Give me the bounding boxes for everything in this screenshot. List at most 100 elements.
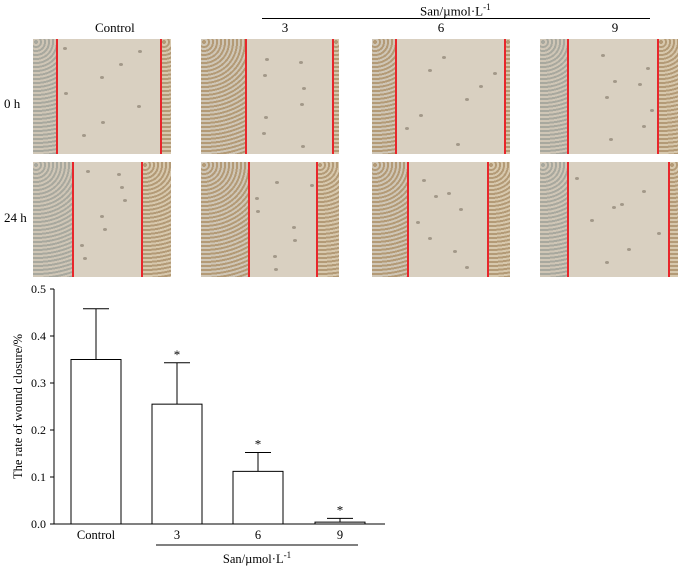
wound-gap (408, 162, 488, 277)
wound-edge-line (407, 162, 409, 277)
micrograph-panel (201, 39, 339, 154)
migrated-cell (605, 96, 609, 99)
y-tick-label: 0.1 (31, 470, 46, 484)
micrograph-panel (201, 162, 339, 277)
migrated-cell (100, 215, 104, 218)
wound-edge-line (332, 39, 334, 154)
wound-edge-line (72, 162, 74, 277)
san-header-text: San/µmol·L (420, 3, 484, 19)
migrated-cell (137, 105, 141, 108)
migrated-cell (465, 266, 469, 269)
migrated-cell (453, 250, 457, 253)
wound-gap (396, 39, 505, 154)
cell-layer-right (333, 39, 339, 154)
migrated-cell (657, 232, 661, 235)
y-tick-label: 0.3 (31, 376, 46, 390)
control-column-label: Control (95, 20, 135, 35)
migrated-cell (264, 116, 268, 119)
y-axis-label: The rate of wound closure/% (11, 334, 25, 479)
migrated-cell (80, 244, 84, 247)
migrated-cell (447, 192, 451, 195)
migrated-cell (310, 184, 314, 187)
migrated-cell (650, 109, 654, 112)
migrated-cell (419, 114, 423, 117)
migrated-cell (428, 237, 432, 240)
row-label-0h: 0 h (4, 96, 21, 111)
wound-edge-line (316, 162, 318, 277)
migrated-cell (575, 177, 579, 180)
migrated-cell (422, 179, 426, 182)
wound-gap (57, 39, 161, 154)
migrated-cell (459, 208, 463, 211)
wound-edge-line (504, 39, 506, 154)
concentration-label-3: 3 (281, 20, 289, 35)
bar (232, 470, 284, 525)
x-category-label: 6 (255, 528, 261, 542)
wound-gap (249, 162, 317, 277)
migrated-cell (265, 58, 269, 61)
migrated-cell (103, 228, 107, 231)
migrated-cell (274, 268, 278, 271)
cell-layer-left (372, 39, 396, 154)
migrated-cell (64, 92, 68, 95)
migrated-cell (293, 239, 297, 242)
cell-layer-right (658, 39, 678, 154)
significance-marker: * (337, 502, 344, 517)
migrated-cell (273, 255, 277, 258)
migrated-cell (292, 226, 296, 229)
migrated-cell (275, 181, 279, 184)
migrated-cell (613, 80, 617, 83)
migrated-cell (300, 103, 304, 106)
wound-edge-line (248, 162, 250, 277)
migrated-cell (302, 87, 306, 90)
wound-edge-line (56, 39, 58, 154)
migrated-cell (255, 197, 259, 200)
migrated-cell (609, 138, 613, 141)
concentration-label-9: 9 (611, 20, 619, 35)
migrated-cell (138, 50, 142, 53)
cell-layer-left (372, 162, 408, 277)
migrated-cell (442, 56, 446, 59)
x-category-label: 3 (174, 528, 180, 542)
x-axis-group-label: San/µmol·L-1 (223, 550, 291, 566)
wound-edge-line (567, 39, 569, 154)
cell-layer-left (33, 162, 73, 277)
migrated-cell (456, 143, 460, 146)
wound-edge-line (657, 39, 659, 154)
migrated-cell (123, 199, 127, 202)
migrated-cell (590, 219, 594, 222)
cell-layer-right (161, 39, 171, 154)
cell-layer-left (540, 162, 568, 277)
bar (70, 359, 122, 525)
san-header-rule (262, 18, 650, 19)
migrated-cell (642, 125, 646, 128)
migrated-cell (101, 121, 105, 124)
migrated-cell (601, 54, 605, 57)
cell-layer-right (142, 162, 171, 277)
migrated-cell (86, 170, 90, 173)
migrated-cell (82, 134, 86, 137)
concentration-label-6: 6 (437, 20, 445, 35)
cell-layer-right (488, 162, 510, 277)
x-axis-group-label-exponent: -1 (284, 550, 292, 560)
wound-gap (246, 39, 333, 154)
significance-marker: * (174, 347, 181, 362)
micrograph-panel (540, 39, 678, 154)
migrated-cell (256, 210, 260, 213)
x-category-label: Control (77, 528, 116, 542)
migrated-cell (263, 74, 267, 77)
cell-layer-left (540, 39, 568, 154)
migrated-cell (434, 195, 438, 198)
micrograph-panel (33, 162, 171, 277)
micrograph-panel (372, 39, 510, 154)
micrograph-panel (33, 39, 171, 154)
y-tick-label: 0.0 (31, 517, 46, 531)
migrated-cell (620, 203, 624, 206)
wound-edge-line (487, 162, 489, 277)
migrated-cell (119, 63, 123, 66)
migrated-cell (262, 132, 266, 135)
migrated-cell (612, 206, 616, 209)
migrated-cell (627, 248, 631, 251)
y-tick-label: 0.4 (31, 329, 46, 343)
wound-edge-line (395, 39, 397, 154)
